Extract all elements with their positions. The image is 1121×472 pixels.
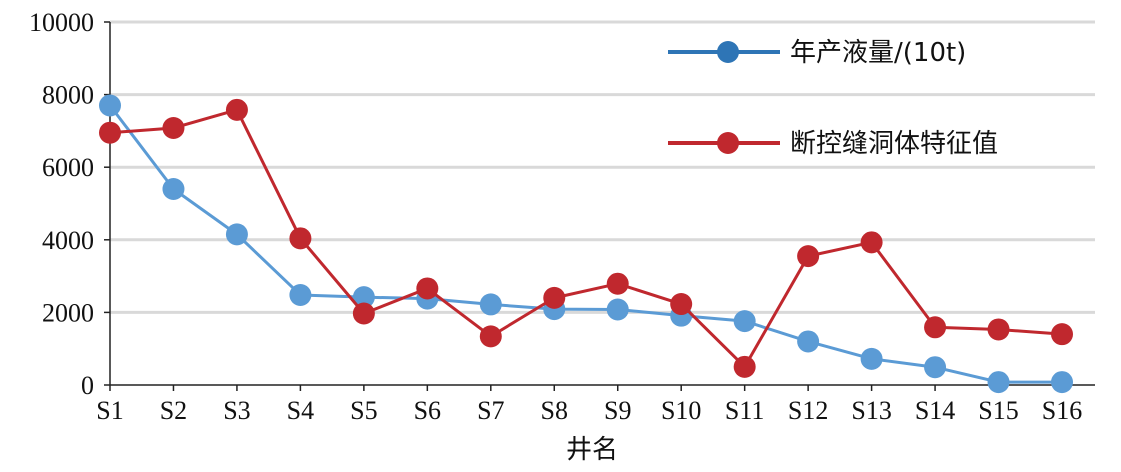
x-tick-label: S5: [350, 396, 377, 425]
legend-label: 年产液量/(10t): [790, 38, 966, 68]
data-point: [479, 325, 502, 348]
data-point: [733, 310, 756, 333]
x-tick-label: S10: [661, 396, 701, 425]
x-tick-label: S14: [915, 396, 955, 425]
y-axis-ticks: 0 2000 4000 6000 8000 10000: [29, 8, 110, 400]
x-tick-label: S7: [477, 396, 504, 425]
data-point: [1051, 371, 1073, 394]
y-tick-label: 10000: [29, 8, 94, 37]
y-tick-label: 0: [81, 371, 94, 400]
x-tick-label: S1: [96, 396, 123, 425]
legend-item-1: 年产液量/(10t): [668, 38, 966, 68]
x-tick-label: S8: [541, 396, 568, 425]
data-point: [289, 283, 312, 306]
y-tick-label: 6000: [42, 153, 94, 182]
data-point: [924, 316, 947, 339]
legend-label: 断控缝洞体特征值: [790, 129, 998, 159]
data-point: [162, 116, 185, 139]
data-point: [924, 356, 947, 379]
series-layer: [99, 94, 1073, 394]
legend-item-2: 断控缝洞体特征值: [668, 129, 998, 159]
x-tick-label: S2: [160, 396, 187, 425]
data-point: [225, 98, 248, 121]
data-point: [987, 371, 1010, 394]
x-tick-label: S12: [788, 396, 828, 425]
data-point: [289, 227, 312, 250]
data-point: [352, 286, 375, 309]
data-point: [1051, 323, 1073, 346]
data-point: [860, 347, 883, 370]
y-tick-label: 2000: [42, 298, 94, 327]
data-point: [99, 121, 121, 144]
data-point: [99, 94, 121, 117]
legend-marker: [717, 41, 739, 63]
x-tick-label: S11: [725, 396, 765, 425]
x-axis-ticks: S1 S2 S3 S4 S5 S6 S7 S8 S9 S10 S11 S12 S13 S14 S15 S16: [96, 385, 1082, 425]
x-tick-label: S3: [223, 396, 250, 425]
legend: 年产液量/(10t) 断控缝洞体特征值: [668, 38, 998, 159]
data-point: [606, 298, 629, 321]
x-tick-label: S16: [1042, 396, 1082, 425]
legend-marker: [717, 132, 739, 154]
x-tick-label: S13: [851, 396, 891, 425]
y-tick-label: 8000: [42, 81, 94, 110]
series-2: [99, 98, 1073, 378]
x-tick-label: S4: [287, 396, 314, 425]
y-tick-label: 4000: [42, 226, 94, 255]
series-line: [109, 108, 1063, 369]
data-point: [479, 293, 502, 316]
data-point: [543, 286, 566, 309]
x-tick-label: S9: [604, 396, 631, 425]
axes: [109, 22, 1095, 386]
data-point: [225, 223, 248, 246]
data-point: [352, 302, 375, 325]
data-point: [670, 293, 693, 316]
x-tick-label: S6: [414, 396, 441, 425]
data-point: [162, 177, 185, 200]
data-point: [606, 272, 629, 295]
data-point: [797, 330, 820, 353]
data-point: [987, 318, 1010, 341]
data-point: [797, 245, 820, 268]
x-axis-title: 井名: [566, 435, 618, 465]
data-point: [860, 231, 883, 254]
x-tick-label: S15: [978, 396, 1018, 425]
gridlines: [110, 20, 1095, 314]
series-line: [108, 104, 1062, 384]
data-point: [416, 277, 439, 300]
data-point: [733, 355, 756, 378]
